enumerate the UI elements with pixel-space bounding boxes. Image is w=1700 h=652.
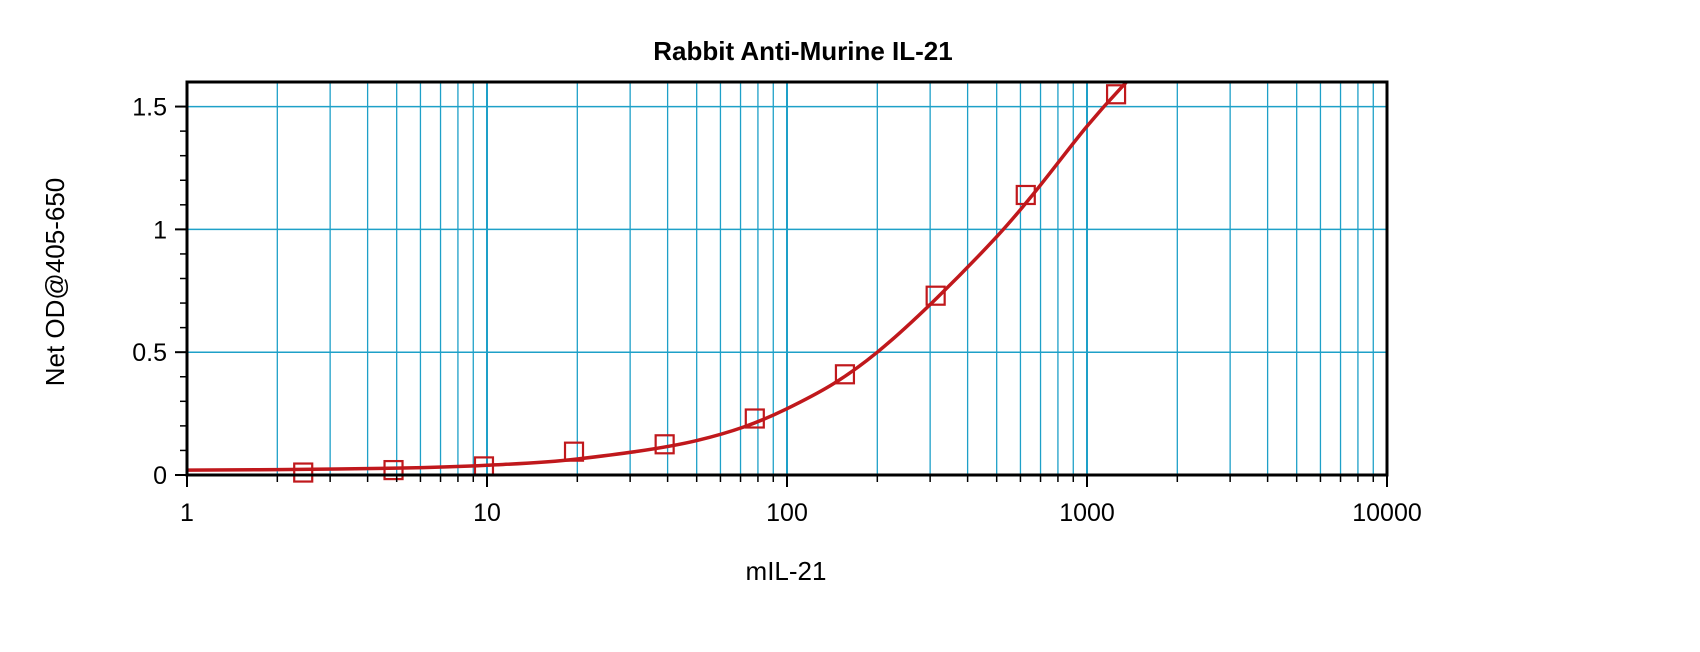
chart-title: Rabbit Anti-Murine IL-21: [653, 36, 952, 66]
data-point: [834, 364, 856, 385]
data-point: [383, 459, 404, 481]
x-axis-label: mIL-21: [746, 556, 827, 586]
data-point: [925, 285, 946, 306]
data-point: [1015, 184, 1036, 206]
fit-curve-layer: [186, 80, 1128, 472]
data-point: [563, 441, 585, 462]
data-points-layer: [293, 84, 1127, 483]
x-tick-label: 10000: [1352, 499, 1422, 527]
fit-curve: [186, 80, 1128, 472]
x-tick-label: 1: [180, 499, 194, 527]
x-tick-label: 1000: [1059, 499, 1115, 527]
y-tick-label: 1: [153, 216, 167, 244]
x-tick-label: 10: [473, 499, 501, 527]
data-point: [293, 462, 314, 483]
data-point: [744, 408, 765, 429]
x-tick-label: 100: [766, 499, 808, 527]
y-tick-label: 0.5: [132, 339, 167, 367]
y-tick-label: 1.5: [132, 94, 167, 122]
data-point: [1105, 84, 1127, 105]
grid-layer: [186, 82, 1388, 476]
ticks-layer: 1 10 100 1000 10000 0 0.5 1 1.5: [132, 94, 1422, 527]
data-point: [654, 434, 675, 455]
y-axis-label: Net OD@405-650: [40, 178, 70, 387]
y-tick-label: 0: [153, 462, 167, 490]
